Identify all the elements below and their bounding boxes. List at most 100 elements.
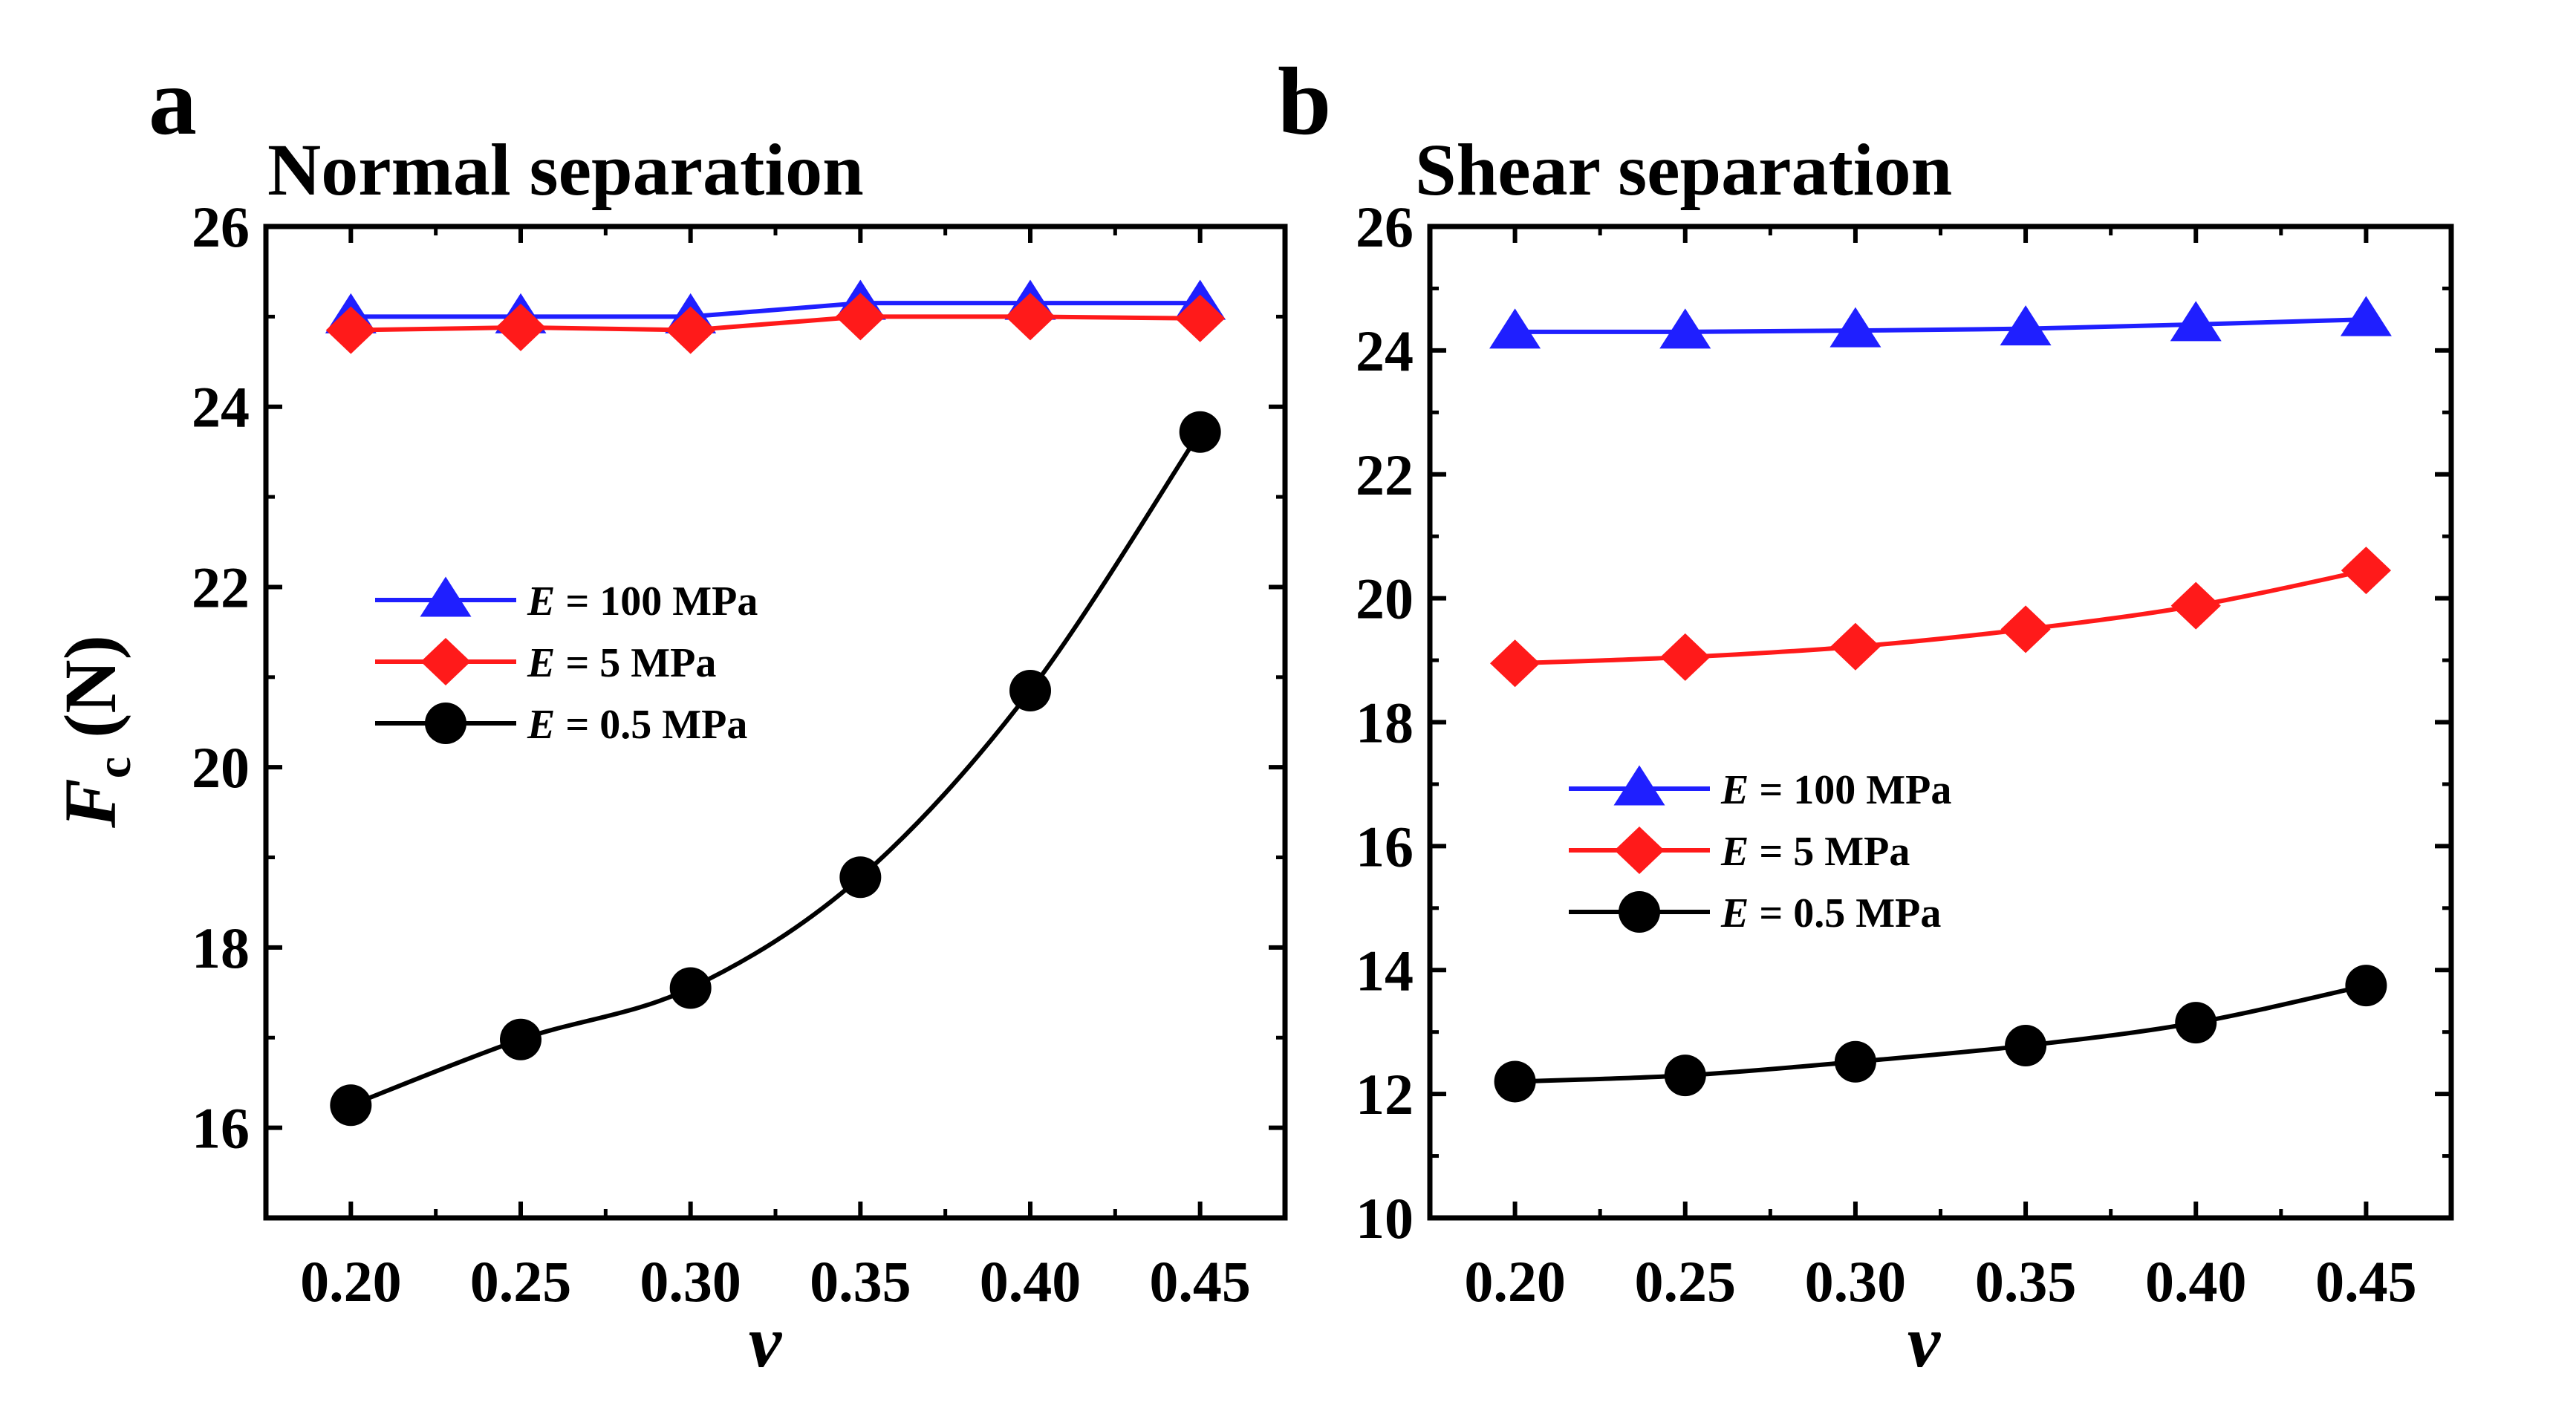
plot-frame (1427, 224, 2454, 1221)
x-tick-label: 0.25 (470, 1249, 572, 1314)
legend-label: E = 5 MPa (527, 640, 716, 686)
data-point (325, 306, 376, 354)
legend-label-italic: E (1720, 829, 1749, 875)
x-tick-label: 0.45 (1149, 1249, 1251, 1314)
y-tick-label: 22 (1356, 443, 1414, 507)
data-point (2170, 581, 2221, 630)
y-tick-label: 22 (192, 555, 250, 619)
y-tick-label: 12 (1356, 1062, 1414, 1127)
ylabel-main: F (49, 778, 131, 829)
x-tick-label: 0.35 (810, 1249, 911, 1314)
data-point (1834, 1040, 1876, 1083)
legend-label-italic: E (527, 702, 555, 748)
legend-label: E = 100 MPa (527, 578, 758, 625)
legend-marker (1613, 765, 1665, 806)
y-tick-label: 18 (192, 916, 250, 980)
y-tick-label: 16 (192, 1096, 250, 1161)
data-point (1005, 293, 1056, 341)
y-tick-label: 14 (1356, 938, 1414, 1003)
ylabel-unit: (N) (49, 635, 131, 757)
legend-label-rest: = 100 MPa (555, 578, 758, 625)
data-point (2005, 1025, 2047, 1067)
data-point (495, 303, 546, 351)
series-line (1515, 317, 2367, 334)
y-tick-label: 18 (1356, 691, 1414, 755)
data-point (1660, 633, 1711, 681)
legend-marker (420, 576, 472, 617)
data-point (2170, 301, 2222, 342)
panel-b-title: Shear separation (1415, 128, 1952, 211)
y-tick-label: 26 (1356, 195, 1414, 259)
panel-b-plot: 0.20 0.25 0.30 0.35 0.40 0.45 10 12 14 16 18 20 22 24… (1356, 195, 2454, 1314)
data-point (1179, 411, 1221, 453)
series-line (1515, 568, 2367, 666)
data-point (1830, 622, 1881, 671)
legend-label-rest: = 5 MPa (555, 640, 716, 686)
data-point (2341, 547, 2392, 595)
x-tick-label: 0.45 (2315, 1249, 2417, 1314)
y-tick-label: 20 (192, 735, 250, 800)
legend-label-rest: = 0.5 MPa (555, 702, 747, 748)
legend-label: E = 0.5 MPa (1720, 890, 1941, 936)
legend-marker (1614, 827, 1665, 874)
data-point (839, 856, 882, 899)
x-tick-label: 0.35 (1975, 1249, 2077, 1314)
panel-b-xlabel: v (1907, 1300, 1942, 1383)
data-point (1009, 670, 1051, 712)
x-tick-label: 0.40 (2145, 1249, 2247, 1314)
legend-label: E = 5 MPa (1720, 829, 1910, 875)
legend-label-italic: E (1720, 767, 1749, 813)
panel-a-letter: a (149, 48, 197, 155)
y-tick-label: 10 (1356, 1186, 1414, 1251)
series-line (350, 431, 1203, 1108)
data-point (1175, 294, 1226, 342)
data-point (1489, 639, 1541, 688)
panel-a-ylabel: Fc (N) (49, 635, 141, 829)
panel-a-title: Normal separation (267, 128, 864, 211)
data-point (330, 1084, 372, 1127)
data-point (2345, 965, 2387, 1007)
panel-a-plot: 0.20 0.25 0.30 0.35 0.40 0.45 16 18 20 22 24 26 E = … (192, 195, 1288, 1314)
legend-label-italic: E (527, 578, 555, 625)
legend-label-italic: E (527, 640, 555, 686)
legend-label-rest: = 0.5 MPa (1749, 890, 1941, 936)
data-point (2000, 605, 2051, 654)
x-tick-label: 0.20 (1464, 1249, 1566, 1314)
data-point (1494, 1060, 1536, 1103)
series-line (1515, 983, 2367, 1084)
panel-a-xlabel: v (749, 1300, 783, 1383)
y-tick-label: 24 (1356, 319, 1414, 383)
data-point (669, 967, 712, 1009)
data-point (1829, 307, 1881, 348)
panel-b-letter: b (1278, 48, 1331, 155)
y-tick-label: 16 (1356, 814, 1414, 879)
y-tick-label: 20 (1356, 567, 1414, 631)
legend-label-rest: = 5 MPa (1749, 829, 1910, 875)
y-tick-label: 24 (192, 375, 250, 440)
legend-label-italic: E (1720, 890, 1749, 936)
data-point (1664, 1055, 1706, 1097)
y-tick-label: 26 (192, 195, 250, 259)
data-point (500, 1018, 541, 1060)
x-tick-label: 0.25 (1635, 1249, 1737, 1314)
data-point (2175, 1002, 2217, 1044)
legend-label: E = 100 MPa (1720, 767, 1951, 813)
data-point (1659, 308, 1711, 349)
legend-label: E = 0.5 MPa (527, 702, 747, 748)
series-line (351, 314, 1200, 333)
ylabel-sub: c (87, 757, 141, 778)
series-line (351, 301, 1200, 319)
data-point (2340, 296, 2392, 336)
data-point (2000, 305, 2052, 346)
x-tick-label: 0.40 (980, 1249, 1082, 1314)
legend-marker (1619, 891, 1660, 933)
data-point (835, 293, 885, 341)
data-point (666, 306, 716, 354)
x-tick-label: 0.20 (300, 1249, 402, 1314)
legend-marker (420, 638, 471, 685)
data-point (1489, 308, 1541, 349)
x-tick-label: 0.30 (640, 1249, 741, 1314)
x-tick-label: 0.30 (1805, 1249, 1907, 1314)
legend-marker (425, 703, 466, 744)
